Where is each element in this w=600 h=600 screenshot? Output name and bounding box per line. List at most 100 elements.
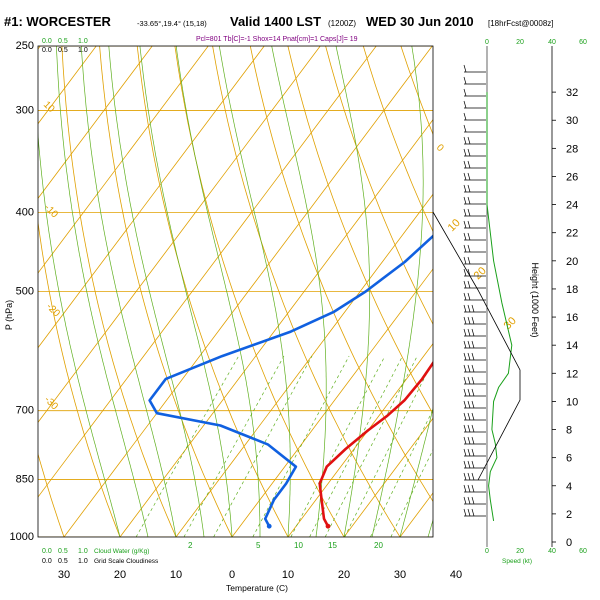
mixing-ratio-label: 5	[256, 541, 261, 550]
wind-barb	[463, 76, 486, 85]
temperature-tick-label: 0	[229, 569, 235, 581]
wind-barb	[463, 448, 486, 457]
moist-adiabat-line	[335, 46, 371, 537]
wind-barb	[463, 304, 486, 313]
wind-barb	[463, 208, 486, 217]
isotherm-line	[38, 46, 153, 199]
temperature-surface-point	[325, 523, 331, 529]
isotherm-line	[38, 46, 209, 274]
cloud-scales: Cloud Water (g/Kg) Grid Scale Cloudiness…	[42, 38, 159, 565]
speed-axis-label: Speed (kt)	[502, 558, 532, 565]
temperature-tick-label: 40	[450, 569, 462, 581]
dry-adiabat-line	[325, 46, 433, 326]
dry-adiabat-line	[38, 452, 65, 537]
wind-barb	[463, 148, 486, 157]
isotherm-line	[512, 46, 600, 537]
height-tick-label: 20	[566, 256, 578, 268]
pressure-tick-label: 700	[16, 405, 34, 417]
sounding-profiles	[148, 234, 433, 529]
wind-barb	[463, 508, 486, 517]
moist-adiabat-line	[56, 46, 149, 537]
mixing-ratio-line	[370, 408, 433, 537]
background-lines	[38, 32, 600, 538]
height-tick-label: 14	[566, 340, 578, 352]
temperature-tick-label: 20	[338, 569, 350, 581]
isotherm-line	[38, 46, 265, 349]
isotherm-line	[119, 119, 433, 537]
height-tick-label: 18	[566, 284, 578, 296]
moist-adiabat-line	[371, 46, 424, 537]
cloud-scale-tick: 0.0	[42, 558, 52, 565]
wind-barb	[463, 424, 486, 433]
height-pressure-connector	[432, 211, 521, 481]
wind-barb	[463, 376, 486, 385]
moist-adiabat-line	[80, 46, 177, 537]
wind-barb	[463, 232, 486, 241]
dry-adiabat-line	[362, 46, 433, 233]
dry-adiabat-line	[212, 46, 401, 537]
wind-barb	[463, 220, 486, 229]
speed-tick-label: 20	[516, 548, 524, 555]
speed-tick-label: 0	[485, 548, 489, 555]
height-tick-label: 30	[566, 115, 578, 127]
height-tick-label: 26	[566, 172, 578, 184]
mixing-ratio-line	[252, 355, 350, 537]
speed-tick-label: 60	[579, 548, 587, 555]
speed-tick-label: 60	[579, 39, 587, 46]
wind-barb	[463, 436, 486, 445]
wind-barb	[463, 340, 486, 349]
isotherm-line	[63, 46, 433, 537]
wind-barb	[463, 100, 486, 109]
pressure-tick-label: 400	[16, 207, 34, 219]
wind-barb	[463, 244, 486, 253]
moist-adiabat-line	[38, 131, 121, 537]
speed-tick-label: 40	[548, 548, 556, 555]
height-tick-label: 24	[566, 200, 578, 212]
cloud-scale-tick: 1.0	[78, 558, 88, 565]
wind-barb	[463, 172, 486, 181]
speed-tick-label: 0	[485, 39, 489, 46]
height-axis: Height (1000 Feet) 024681012141618202224…	[530, 87, 578, 549]
mixing-ratio-label: 15	[328, 541, 337, 550]
cloud-scale-tick: 0.5	[58, 38, 68, 45]
height-tick-label: 2	[566, 509, 572, 521]
wind-barb	[463, 280, 486, 289]
cloud-water-label: Cloud Water (g/Kg)	[94, 548, 149, 555]
speed-tick-label: 20	[516, 39, 524, 46]
moist-adiabat-line	[399, 407, 433, 537]
isotherm-line	[38, 46, 321, 423]
height-tick-label: 6	[566, 453, 572, 465]
wind-barb	[463, 124, 486, 133]
cloud-scale-tick: 0.5	[58, 558, 68, 565]
pressure-tick-label: 850	[16, 473, 34, 485]
wind-barb	[463, 316, 486, 325]
height-tick-label: 32	[566, 87, 578, 99]
height-tick-label: 28	[566, 143, 578, 155]
pressure-axis-label: P (hPa)	[4, 300, 14, 330]
mixing-ratio-line	[183, 355, 285, 537]
temperature-tick-label: 30	[394, 569, 406, 581]
dewpoint-surface-point	[266, 523, 272, 529]
mixing-ratio-label: 10	[294, 541, 303, 550]
grid-cloud-label: Grid Scale Cloudiness	[94, 558, 159, 565]
moist-adiabat-label: 20	[472, 265, 489, 282]
mixing-ratio-line	[135, 355, 239, 537]
moist-adiabat-line	[456, 32, 600, 538]
height-tick-label: 0	[566, 537, 572, 549]
wind-barb	[463, 160, 486, 169]
height-tick-label: 22	[566, 228, 578, 240]
wind-barb	[463, 328, 486, 337]
temperature-tick-label: 10	[170, 569, 182, 581]
cloud-scale-tick: 1.0	[78, 38, 88, 45]
isotherm-line	[38, 46, 377, 498]
forecast-label: [18hrFcst@0008z]	[488, 19, 553, 28]
pressure-axis: P (hPa) 250 300 400 500 700 850 1000	[4, 40, 34, 543]
moist-adiabat-line	[139, 46, 233, 537]
station-title: #1: WORCESTER	[4, 14, 112, 29]
cloud-scale-tick: 1.0	[78, 47, 88, 54]
wind-barb	[463, 460, 486, 469]
wind-barb	[463, 472, 486, 481]
height-tick-label: 10	[566, 396, 578, 408]
